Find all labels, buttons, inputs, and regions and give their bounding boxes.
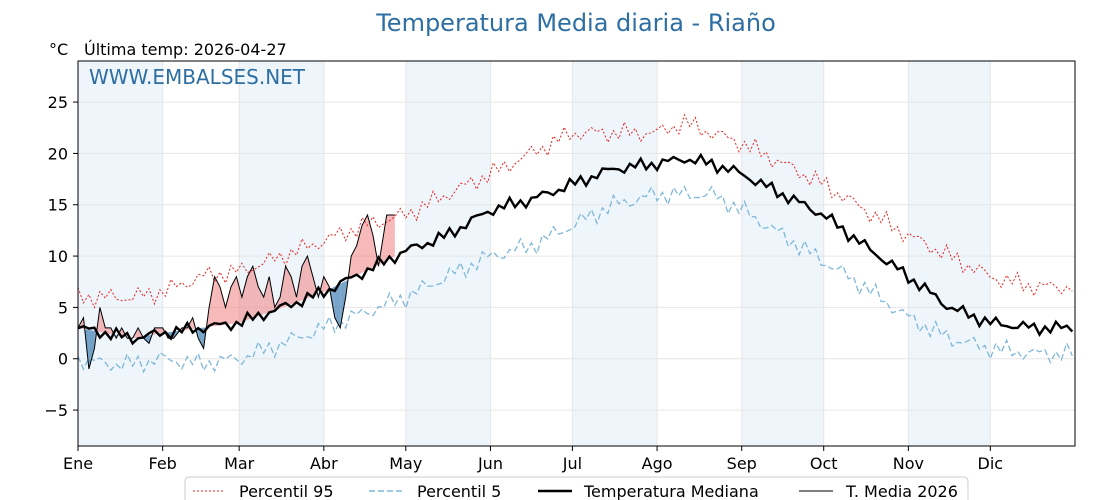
- unit-label: °C: [49, 40, 68, 59]
- x-tick-label-feb: Feb: [149, 454, 177, 473]
- deviation-fills: [78, 215, 395, 369]
- below-median-fill: [340, 281, 346, 328]
- series-lines: [77, 113, 1074, 374]
- legend: Percentil 95 Percentil 5 Temperatura Med…: [184, 476, 969, 500]
- above-median-fill: [247, 266, 253, 320]
- above-median-fill: [263, 276, 270, 315]
- x-tick-label-dic: Dic: [978, 454, 1004, 473]
- month-shading: [78, 61, 991, 446]
- above-median-fill: [209, 276, 215, 327]
- x-axis: Ene Feb Mar Abr May Jun Jul Ago Sep Oct Nov Dic: [63, 446, 1003, 473]
- above-median-fill: [220, 286, 226, 326]
- above-median-fill: [386, 215, 395, 261]
- legend-label-median: Temperatura Mediana: [583, 482, 759, 500]
- above-median-fill: [258, 286, 264, 317]
- above-median-fill: [356, 225, 363, 276]
- legend-label-p95: Percentil 95: [239, 482, 334, 500]
- below-median-fill: [198, 327, 204, 349]
- month-shade-ene: [78, 61, 163, 446]
- month-shade-mar: [239, 61, 324, 446]
- series-line-current: [77, 213, 395, 370]
- above-median-fill: [367, 215, 373, 271]
- x-tick-label-jun: Jun: [477, 454, 503, 473]
- above-median-fill: [323, 276, 330, 292]
- above-median-fill: [236, 276, 242, 324]
- month-shade-nov: [908, 61, 991, 446]
- above-median-fill: [362, 215, 368, 273]
- y-tick-label: 15: [48, 196, 68, 215]
- last-temp-label: Última temp: 2026-04-27: [84, 40, 287, 59]
- month-shade-sep: [741, 61, 824, 446]
- above-median-fill: [285, 266, 292, 307]
- x-tick-label-jul: Jul: [562, 454, 582, 473]
- above-median-fill: [225, 286, 231, 325]
- y-tick-label: −5: [44, 401, 68, 420]
- y-tick-label: 25: [48, 93, 68, 112]
- series-line-p95: [77, 113, 1073, 310]
- x-tick-label-abr: Abr: [310, 454, 338, 473]
- x-tick-label-nov: Nov: [893, 454, 924, 473]
- legend-box: [184, 476, 969, 500]
- series-line-median: [77, 152, 1074, 346]
- above-median-fill: [307, 256, 313, 299]
- below-median-fill: [88, 330, 95, 369]
- legend-label-p5: Percentil 5: [417, 482, 501, 500]
- plot-frame: [77, 60, 1076, 447]
- series-line-p5: [77, 185, 1073, 374]
- below-median-fill: [334, 283, 341, 328]
- x-tick-label-mar: Mar: [224, 454, 255, 473]
- y-tick-label: 0: [58, 350, 68, 369]
- month-shade-may: [405, 61, 491, 446]
- x-tick-label-ene: Ene: [63, 454, 93, 473]
- y-tick-label: 20: [48, 144, 68, 163]
- above-median-fill: [214, 276, 220, 327]
- x-tick-label-ago: Ago: [642, 454, 673, 473]
- y-axis: 25 20 15 10 5 0 −5: [44, 93, 78, 420]
- y-tick-label: 5: [58, 298, 68, 317]
- chart-title: Temperatura Media diaria - Riaño: [375, 9, 776, 37]
- above-median-fill: [241, 276, 248, 322]
- x-tick-label-sep: Sep: [727, 454, 757, 473]
- x-tick-label-oct: Oct: [810, 454, 838, 473]
- x-tick-label-may: May: [389, 454, 422, 473]
- above-median-fill: [231, 276, 237, 324]
- above-median-fill: [252, 266, 259, 318]
- watermark: WWW.EMBALSES.NET: [89, 65, 306, 89]
- y-tick-label: 10: [48, 247, 68, 266]
- legend-label-current: T. Media 2026: [845, 482, 958, 500]
- above-median-fill: [302, 256, 308, 301]
- month-shade-jul: [572, 61, 658, 446]
